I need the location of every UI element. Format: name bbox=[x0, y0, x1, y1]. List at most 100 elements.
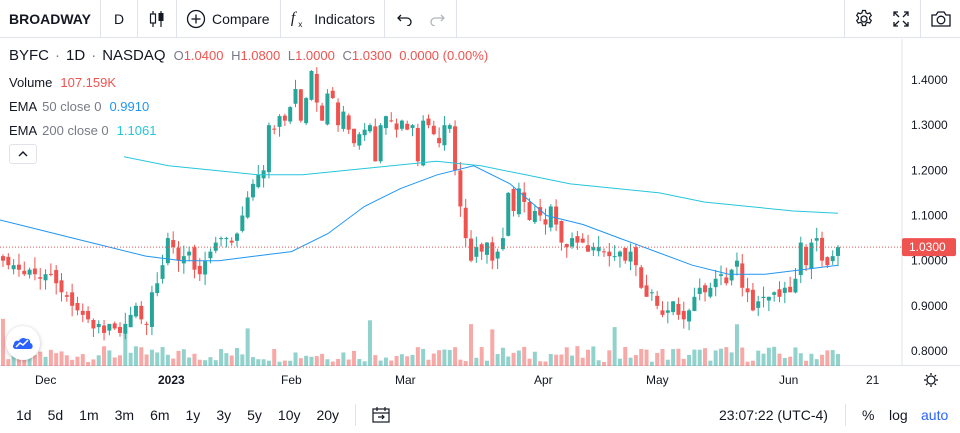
tradingview-logo[interactable] bbox=[6, 326, 40, 360]
candle-body bbox=[421, 120, 426, 166]
candle-body bbox=[160, 265, 165, 279]
volume-bar bbox=[426, 359, 431, 366]
gear-icon bbox=[855, 9, 872, 27]
candle-body bbox=[362, 129, 367, 136]
candle-body bbox=[330, 90, 335, 99]
close-label: C bbox=[342, 47, 352, 63]
volume-bar bbox=[421, 348, 426, 366]
volume-legend[interactable]: Volume 107.159K bbox=[9, 70, 492, 94]
volume-bar bbox=[479, 347, 484, 366]
volume-bar bbox=[474, 357, 479, 366]
candle-body bbox=[405, 123, 410, 130]
candle-body bbox=[516, 188, 521, 215]
volume-bar bbox=[86, 361, 91, 366]
series-legend: BYFC · 1D · NASDAQ O1.0400 H1.0800 L1.00… bbox=[9, 46, 492, 64]
volume-bar bbox=[836, 353, 840, 366]
candle-body bbox=[474, 247, 479, 257]
log-toggle[interactable]: log bbox=[889, 407, 908, 423]
candle-body bbox=[729, 269, 734, 281]
percent-toggle[interactable]: % bbox=[862, 407, 875, 423]
volume-bar bbox=[43, 356, 48, 366]
candle-body bbox=[16, 264, 21, 270]
range-10y[interactable]: 10y bbox=[277, 407, 301, 423]
time-tick-label: Mar bbox=[395, 373, 416, 387]
volume-bar bbox=[655, 352, 660, 366]
range-1m[interactable]: 1m bbox=[79, 407, 99, 423]
volume-bar bbox=[213, 360, 218, 366]
candle-body bbox=[123, 323, 128, 334]
ema200-legend[interactable]: EMA 200 close 0 1.1061 bbox=[9, 118, 492, 142]
volume-bar bbox=[64, 355, 69, 366]
volume-bar bbox=[176, 350, 181, 366]
range-1y[interactable]: 1y bbox=[185, 407, 201, 423]
candle-body bbox=[213, 242, 218, 251]
range-3y[interactable]: 3y bbox=[216, 407, 232, 423]
volume-bar bbox=[745, 361, 750, 366]
candle-body bbox=[591, 247, 596, 251]
range-5d[interactable]: 5d bbox=[47, 407, 64, 423]
candle-body bbox=[676, 303, 681, 315]
candle-body bbox=[80, 310, 85, 315]
candle-body bbox=[187, 251, 192, 256]
candle-body bbox=[314, 73, 319, 103]
chart-type-button[interactable] bbox=[138, 0, 177, 38]
range-1d[interactable]: 1d bbox=[16, 407, 32, 423]
volume-bar bbox=[346, 359, 351, 366]
candle-body bbox=[687, 310, 692, 322]
volume-bar bbox=[155, 352, 160, 366]
candle-body bbox=[75, 302, 80, 311]
volume-bar bbox=[527, 358, 532, 366]
volume-bar bbox=[522, 346, 527, 366]
volume-bar bbox=[825, 350, 830, 366]
legend-interval: 1D bbox=[66, 46, 86, 64]
compare-button[interactable]: Compare bbox=[177, 0, 281, 38]
volume-bar bbox=[325, 359, 330, 366]
range-20y[interactable]: 20y bbox=[316, 407, 340, 423]
axis-settings-icon-tooth bbox=[925, 383, 928, 386]
candle-body bbox=[793, 278, 798, 293]
redo-icon[interactable] bbox=[428, 12, 446, 26]
candles-icon bbox=[149, 10, 164, 27]
clock[interactable]: 23:07:22 (UTC-4) bbox=[719, 407, 828, 423]
last-price-label: 1.0300 bbox=[909, 240, 946, 254]
candle-body bbox=[564, 244, 569, 248]
candle-body bbox=[554, 206, 559, 225]
ema50-line bbox=[0, 165, 839, 275]
undo-icon[interactable] bbox=[396, 12, 414, 26]
range-3m[interactable]: 3m bbox=[114, 407, 135, 423]
screenshot-button[interactable] bbox=[920, 0, 960, 38]
range-5y[interactable]: 5y bbox=[247, 407, 262, 423]
volume-bar bbox=[378, 360, 383, 366]
volume-bar bbox=[54, 353, 59, 366]
settings-button[interactable] bbox=[844, 0, 882, 38]
candle-body bbox=[144, 323, 149, 325]
price-chart[interactable]: 1.4000 1.3000 1.2000 1.1000 1.0000 0.9000 0.80… bbox=[0, 39, 960, 394]
candle-body bbox=[442, 125, 447, 146]
volume-bar bbox=[235, 348, 240, 366]
candle-body bbox=[623, 247, 628, 261]
volume-bar bbox=[6, 359, 11, 366]
auto-toggle[interactable]: auto bbox=[921, 407, 949, 423]
ema50-value: 0.9910 bbox=[109, 98, 150, 114]
legend-collapse-button[interactable] bbox=[9, 144, 37, 164]
candle-body bbox=[357, 134, 362, 146]
goto-date-button[interactable] bbox=[372, 407, 390, 423]
candle-body bbox=[750, 289, 755, 311]
volume-bar bbox=[601, 361, 606, 366]
ema50-legend[interactable]: EMA 50 close 0 0.9910 bbox=[9, 94, 492, 118]
fullscreen-icon bbox=[893, 11, 909, 27]
volume-bar bbox=[586, 349, 591, 366]
candle-body bbox=[86, 311, 91, 320]
candle-body bbox=[469, 238, 474, 261]
volume-bar bbox=[352, 350, 357, 366]
interval-button[interactable]: D bbox=[101, 0, 138, 38]
volume-bar bbox=[681, 358, 686, 366]
chart-area[interactable]: 1.4000 1.3000 1.2000 1.1000 1.0000 0.9000 0.80… bbox=[0, 39, 960, 394]
fullscreen-button[interactable] bbox=[882, 0, 920, 38]
volume-bar bbox=[399, 354, 404, 366]
candle-body bbox=[70, 292, 75, 306]
candle-body bbox=[197, 265, 202, 275]
range-6m[interactable]: 6m bbox=[150, 407, 170, 423]
symbol-search[interactable]: BROADWAY bbox=[0, 0, 101, 38]
indicators-button[interactable]: f x Indicators bbox=[281, 0, 385, 38]
